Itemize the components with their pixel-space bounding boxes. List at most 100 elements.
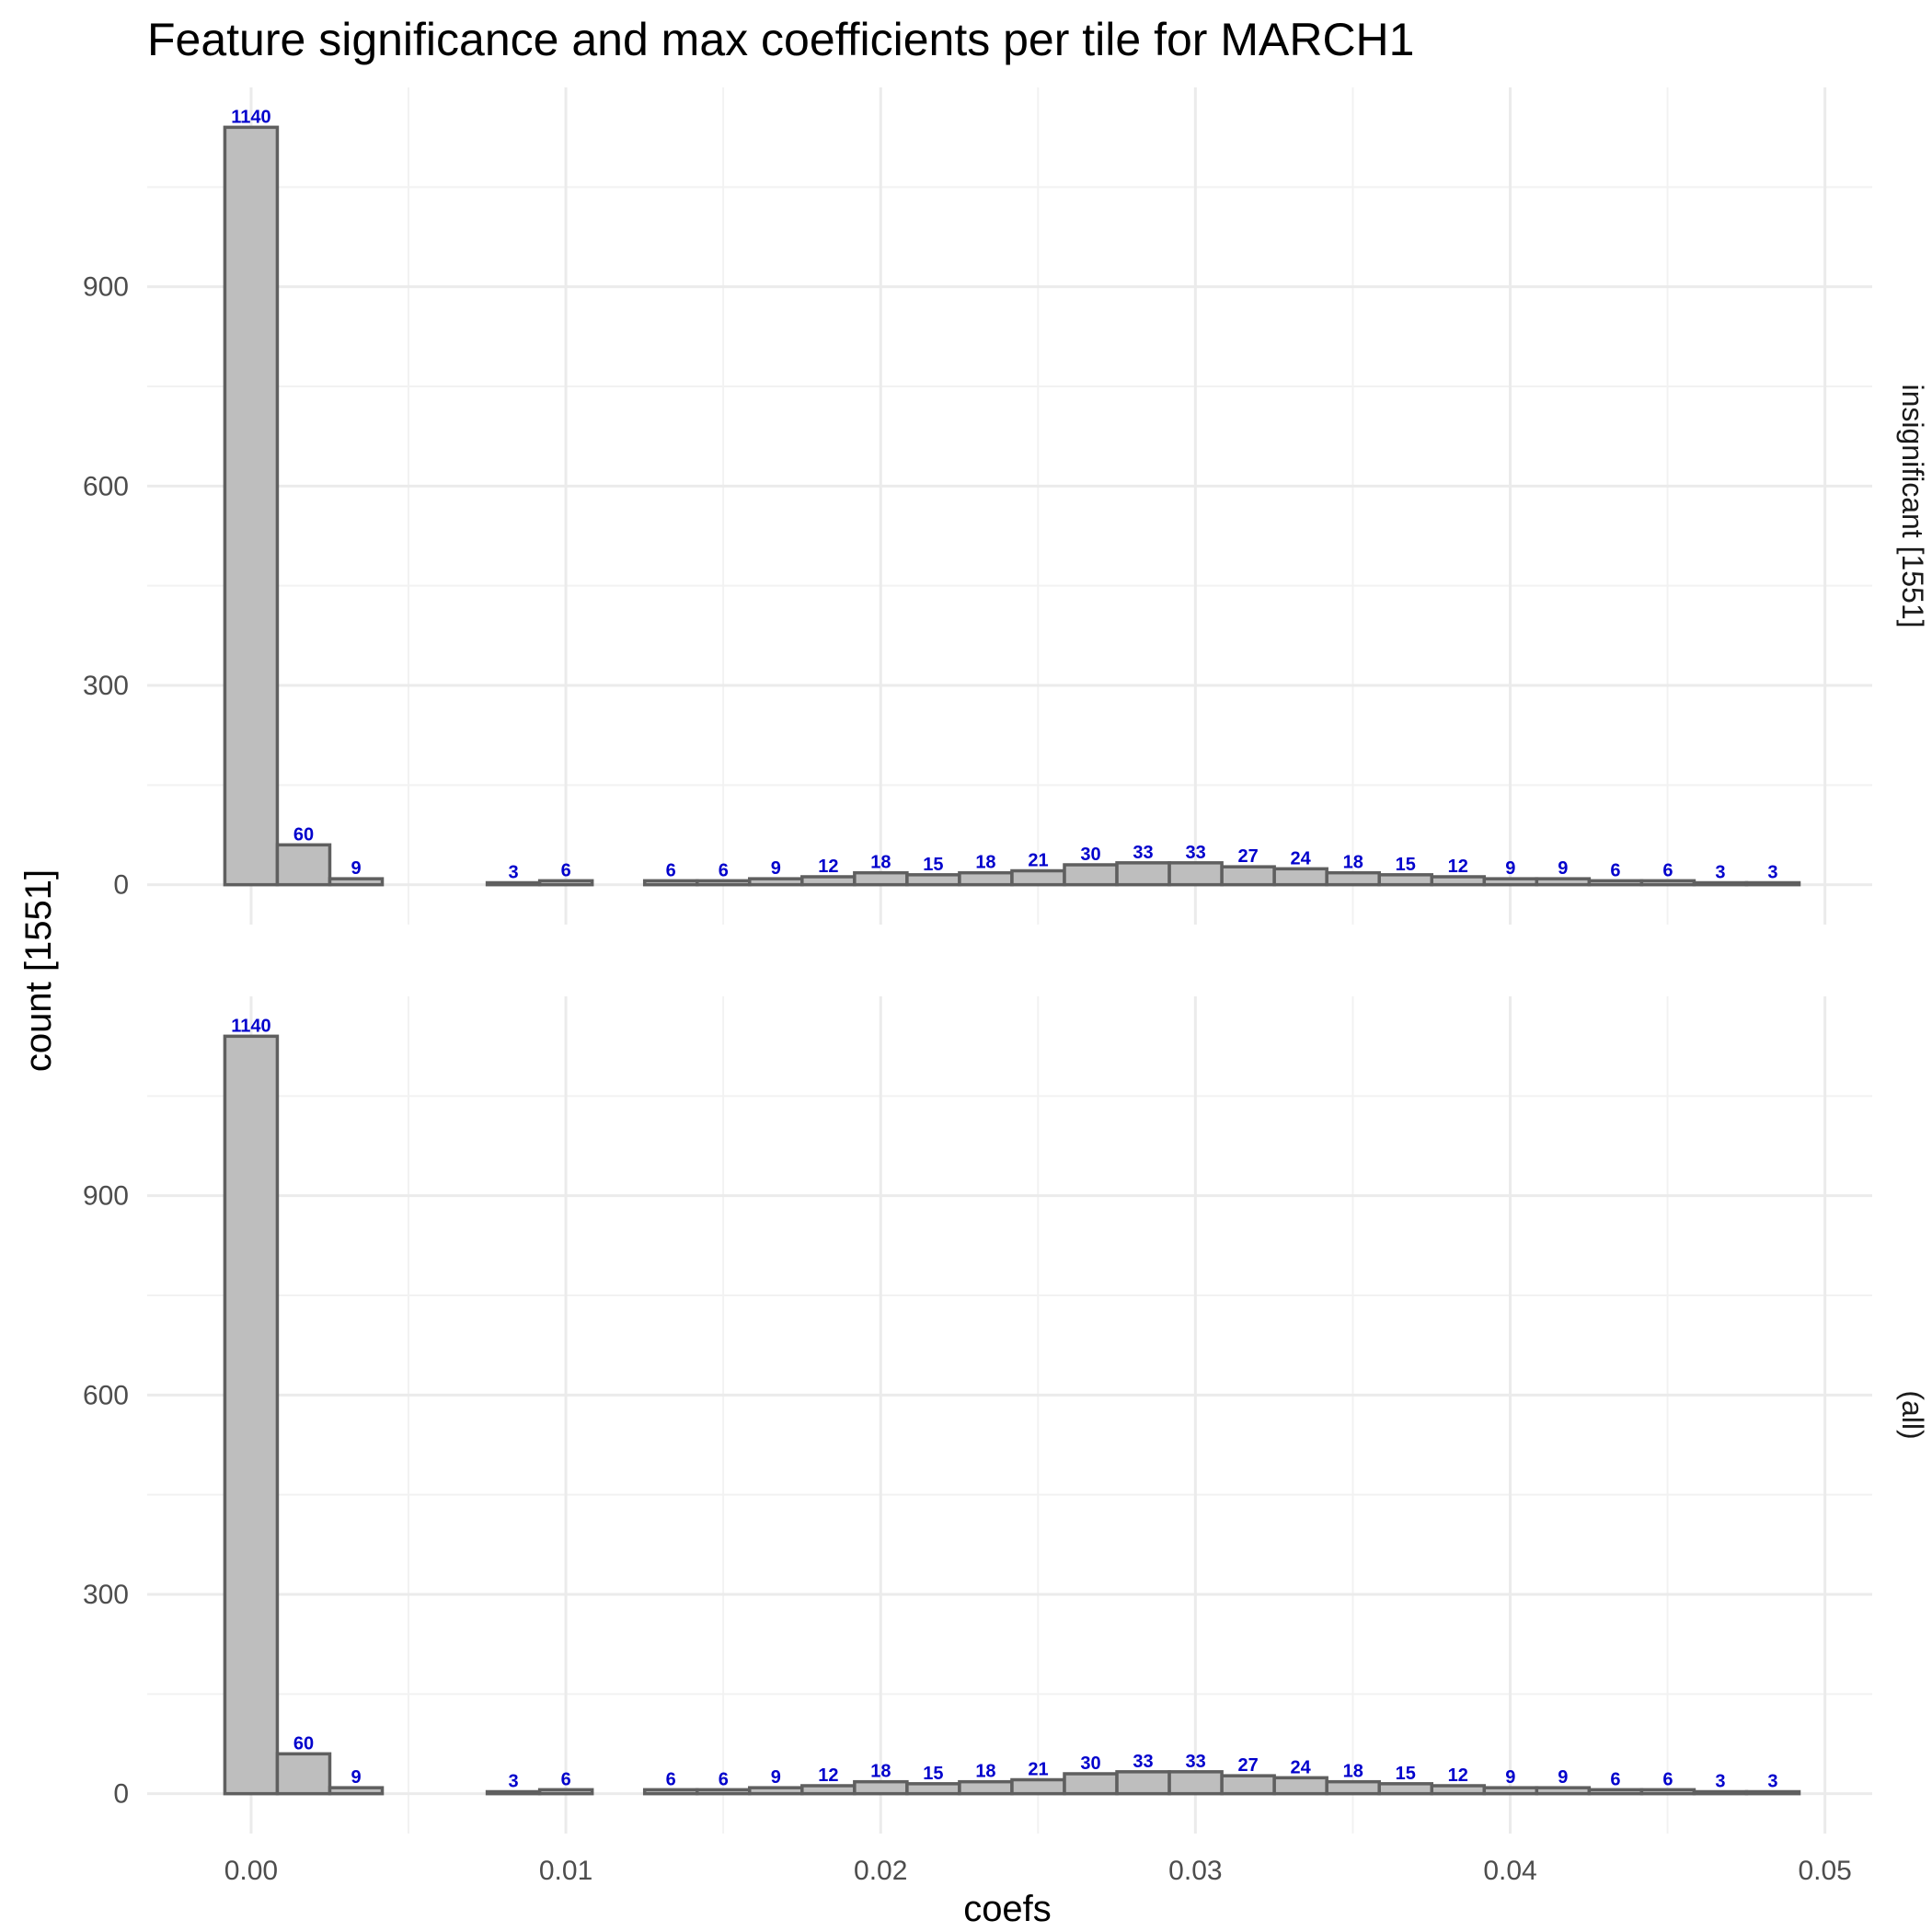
histogram-bar	[1010, 1777, 1066, 1796]
bar-count-label: 30	[1080, 845, 1100, 865]
facet-strip-label: insignificant [1551]	[1896, 384, 1929, 627]
histogram-bar	[1535, 877, 1592, 887]
histogram-bar	[1639, 1788, 1696, 1796]
bar-count-label: 60	[293, 824, 314, 845]
x-tick-label: 0.01	[539, 1856, 592, 1886]
bar-count-label: 6	[1662, 1769, 1673, 1789]
histogram-bar	[1220, 865, 1276, 887]
histogram-bar	[1325, 1779, 1381, 1796]
y-axis-title: count [1551]	[18, 869, 59, 1072]
histogram-bar	[223, 1034, 280, 1796]
bar-count-label: 15	[923, 855, 943, 875]
histogram-bar	[958, 1779, 1014, 1796]
bar-count-label: 24	[1291, 1757, 1312, 1777]
bar-count-label: 33	[1185, 1752, 1205, 1772]
bar-count-label: 6	[719, 860, 729, 880]
histogram-bar	[1115, 861, 1171, 887]
bar-count-label: 18	[1343, 853, 1363, 873]
histogram-bar	[1063, 1772, 1119, 1796]
bar-count-label: 15	[923, 1764, 943, 1784]
histogram-bar	[1167, 861, 1224, 887]
bar-count-label: 24	[1291, 848, 1312, 868]
histogram-bar	[223, 125, 280, 887]
histogram-bar	[1430, 875, 1487, 887]
bar-count-label: 21	[1028, 1760, 1048, 1780]
bar-count-label: 9	[1505, 858, 1515, 879]
histogram-bar	[1639, 879, 1696, 887]
bar-count-label: 18	[870, 853, 891, 873]
histogram-bar	[537, 1788, 594, 1796]
bar-count-label: 6	[1610, 1769, 1620, 1789]
histogram-bar	[1115, 1770, 1171, 1796]
bar-count-label: 9	[771, 858, 781, 879]
histogram-bar	[1535, 1786, 1592, 1796]
bar-count-label: 27	[1238, 846, 1259, 867]
histogram-bar	[1430, 1784, 1487, 1796]
histogram-bar	[905, 873, 961, 887]
bar-count-label: 6	[719, 1769, 729, 1789]
histogram-bar	[1692, 880, 1749, 887]
bar-count-label: 60	[293, 1733, 314, 1754]
facet-strip-label: (all)	[1896, 1390, 1929, 1439]
x-tick-label: 0.00	[224, 1856, 278, 1886]
bar-count-label: 9	[351, 858, 361, 879]
histogram-bar	[275, 843, 332, 887]
histogram-bar	[958, 870, 1014, 887]
histogram-bar	[537, 879, 594, 887]
bar-count-label: 3	[1767, 1772, 1777, 1792]
histogram-bar	[1482, 877, 1539, 887]
bar-count-label: 3	[1715, 1772, 1725, 1792]
bar-count-label: 33	[1133, 1752, 1153, 1772]
histogram-bar	[1272, 1776, 1328, 1796]
bar-count-label: 3	[1767, 863, 1777, 883]
histogram-bar	[485, 1789, 542, 1796]
x-tick-label: 0.02	[854, 1856, 907, 1886]
bar-count-label: 18	[975, 853, 995, 873]
bar-count-label: 15	[1396, 1764, 1416, 1784]
bar-count-label: 18	[870, 1762, 891, 1782]
x-tick-label: 0.05	[1798, 1856, 1851, 1886]
bar-count-label: 18	[975, 1762, 995, 1782]
histogram-bar	[328, 877, 385, 887]
histogram-bar	[748, 877, 804, 887]
histogram-bar	[642, 1788, 699, 1796]
bar-count-label: 6	[1610, 860, 1620, 880]
histogram-bar	[1587, 1788, 1644, 1796]
histogram-bar	[1272, 867, 1328, 887]
bar-count-label: 33	[1185, 843, 1205, 863]
bar-count-label: 6	[561, 1769, 571, 1789]
y-tick-label: 0	[113, 870, 129, 901]
histogram-bar	[853, 1779, 909, 1796]
bar-count-label: 6	[561, 860, 571, 880]
bar-count-label: 15	[1396, 855, 1416, 875]
histogram-bar	[1063, 863, 1119, 887]
bar-count-label: 6	[666, 1769, 676, 1789]
histogram-bar	[1482, 1786, 1539, 1796]
histogram-bar	[748, 1786, 804, 1796]
y-tick-label: 900	[83, 272, 129, 303]
bar-count-label: 1140	[231, 107, 270, 127]
histogram-bar	[1010, 868, 1066, 887]
bar-count-label: 9	[351, 1767, 361, 1788]
bar-count-label: 9	[1505, 1767, 1515, 1788]
histogram-bar	[485, 880, 542, 887]
y-tick-label: 300	[83, 671, 129, 701]
histogram-bar	[1167, 1770, 1224, 1796]
x-tick-label: 0.03	[1168, 1856, 1222, 1886]
histogram-bar	[905, 1782, 961, 1796]
histogram-bar	[695, 1788, 752, 1796]
y-tick-label: 600	[83, 471, 129, 501]
chart-title: Feature significance and max coefficient…	[147, 14, 1414, 65]
histogram-bar	[1325, 870, 1381, 887]
bar-count-label: 12	[1448, 857, 1468, 877]
bar-count-label: 3	[509, 1772, 519, 1792]
histogram-bar	[853, 870, 909, 887]
bar-count-label: 9	[1558, 858, 1568, 879]
histogram-bar	[1744, 880, 1801, 887]
bar-count-label: 12	[1448, 1765, 1468, 1786]
bar-count-label: 21	[1028, 851, 1048, 871]
histogram-bar	[328, 1786, 385, 1796]
